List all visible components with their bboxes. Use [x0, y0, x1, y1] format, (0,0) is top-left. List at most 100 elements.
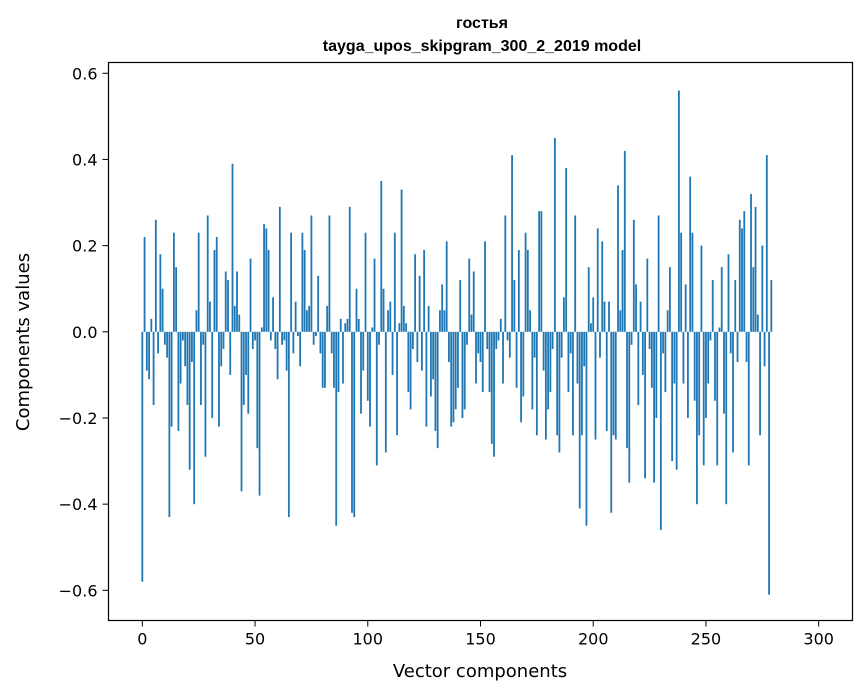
bar-219 — [635, 284, 637, 332]
bar-24 — [195, 310, 198, 332]
bar-189 — [567, 331, 570, 393]
bar-101 — [369, 331, 371, 427]
bar-234 — [668, 267, 671, 332]
bar-231 — [662, 331, 665, 354]
x-axis-label: Vector components — [393, 661, 567, 682]
bar-205 — [603, 301, 606, 332]
bar-14 — [172, 232, 175, 332]
bar-47 — [247, 331, 250, 414]
bar-200 — [592, 297, 595, 332]
bar-3 — [148, 331, 150, 380]
bar-187 — [563, 297, 565, 332]
bar-series — [141, 90, 773, 595]
bar-11 — [166, 331, 169, 358]
bar-253 — [711, 280, 714, 332]
bar-164 — [511, 155, 513, 332]
bar-99 — [364, 232, 367, 332]
bar-213 — [621, 249, 624, 332]
bar-46 — [245, 331, 247, 375]
bar-195 — [581, 331, 583, 436]
bar-20 — [186, 331, 189, 406]
bar-246 — [696, 331, 698, 505]
bar-269 — [747, 331, 750, 466]
bar-275 — [761, 245, 764, 332]
bar-257 — [720, 267, 723, 332]
bar-69 — [296, 331, 299, 337]
bar-212 — [619, 310, 622, 332]
bar-202 — [596, 228, 599, 332]
bar-220 — [637, 331, 640, 406]
bar-240 — [682, 331, 685, 384]
bar-136 — [448, 331, 450, 362]
bar-71 — [301, 232, 304, 332]
bar-135 — [445, 241, 448, 332]
bar-60 — [276, 331, 279, 380]
bar-148 — [475, 331, 477, 384]
bar-163 — [508, 331, 511, 358]
chart-title: гостья — [456, 15, 508, 32]
bar-247 — [698, 331, 701, 436]
bar-29 — [206, 215, 209, 332]
x-tick-label: 0 — [137, 630, 147, 649]
bar-211 — [617, 185, 619, 332]
bar-156 — [493, 331, 495, 457]
bar-21 — [188, 331, 191, 470]
bar-168 — [520, 331, 522, 423]
bar-238 — [678, 90, 680, 332]
bar-190 — [569, 331, 572, 354]
bar-25 — [197, 232, 200, 332]
bar-62 — [281, 331, 283, 345]
bar-18 — [182, 331, 184, 341]
bar-222 — [641, 331, 644, 375]
bar-66 — [290, 232, 293, 332]
bar-198 — [587, 267, 590, 332]
bar-54 — [263, 224, 265, 332]
bar-10 — [163, 331, 166, 345]
bar-68 — [294, 301, 297, 332]
bar-194 — [578, 331, 581, 509]
bar-15 — [175, 267, 178, 332]
bar-115 — [400, 189, 403, 332]
bar-244 — [691, 232, 694, 332]
bar-214 — [623, 150, 626, 332]
bar-277 — [765, 155, 768, 332]
y-axis-label: Components values — [13, 253, 34, 431]
bar-16 — [177, 331, 180, 431]
bar-183 — [554, 137, 556, 332]
bar-223 — [644, 331, 646, 479]
bar-167 — [517, 249, 520, 332]
bar-98 — [362, 331, 365, 371]
bar-252 — [709, 331, 712, 341]
bar-192 — [574, 215, 577, 332]
x-tick-label: 150 — [465, 630, 496, 649]
y-tick-label: 0.6 — [72, 64, 97, 83]
bar-250 — [705, 331, 707, 418]
bar-199 — [590, 323, 592, 332]
bar-179 — [544, 331, 547, 440]
bar-149 — [477, 331, 480, 354]
x-tick-label: 100 — [352, 630, 383, 649]
bar-177 — [540, 211, 543, 332]
bar-229 — [657, 215, 660, 332]
bar-203 — [599, 331, 601, 358]
bar-49 — [251, 331, 254, 350]
bar-133 — [441, 284, 444, 332]
bar-276 — [763, 331, 766, 367]
bar-166 — [515, 331, 518, 388]
bar-117 — [405, 323, 407, 332]
bar-184 — [556, 331, 559, 436]
bar-92 — [348, 206, 351, 332]
bar-125 — [423, 249, 426, 332]
bar-39 — [229, 331, 232, 375]
bar-78 — [317, 275, 320, 332]
bar-107 — [382, 288, 385, 332]
bar-96 — [357, 318, 360, 332]
bar-130 — [434, 331, 437, 431]
bar-251 — [707, 331, 710, 384]
bar-105 — [378, 331, 380, 345]
bar-201 — [594, 331, 597, 440]
bar-74 — [308, 305, 311, 332]
bar-31 — [211, 331, 214, 418]
bar-28 — [204, 331, 207, 457]
bar-279 — [770, 280, 773, 332]
